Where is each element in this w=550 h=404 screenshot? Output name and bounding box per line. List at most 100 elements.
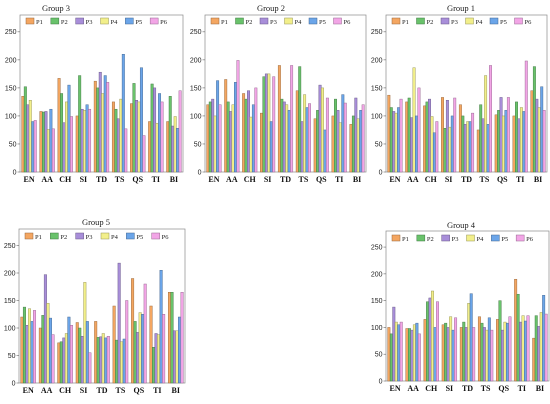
bar-group-5-aa-p6: [51, 334, 55, 384]
bar-group-5-td-p5: [104, 337, 108, 384]
bar-group-4-ti-p6: [526, 315, 530, 382]
x-tick-label-td: TD: [461, 175, 472, 184]
bar-group-1-td-p3: [463, 124, 467, 173]
bar-group-3-ch-p3: [62, 122, 66, 173]
y-tick-label: 200: [371, 57, 383, 64]
bar-group-5-ts-p4: [120, 341, 124, 384]
y-tick-label: 250: [4, 243, 16, 250]
bar-group-5-aa-p5: [48, 317, 52, 384]
bar-group-1-en-p5: [397, 107, 401, 173]
chart-panel-group-2: Group 2 0 50 100 150 200 250 EN AA CH SI TD TS QS TI BI…: [190, 3, 367, 184]
bar-group-2-aa-p1: [224, 79, 228, 173]
x-tick-label-ti: TI: [152, 175, 160, 184]
x-tick-label-en: EN: [23, 175, 34, 184]
bar-group-5-ch-p6: [69, 325, 73, 384]
legend-swatch-p6: [514, 17, 523, 25]
bar-group-3-bi-p2: [168, 96, 172, 173]
bar-group-1-td-p4: [466, 121, 470, 173]
x-tick-label-ti: TI: [153, 386, 161, 395]
legend-swatch-p5: [125, 17, 134, 25]
y-tick-label: 200: [371, 271, 383, 278]
bar-group-2-bi-p3: [354, 97, 358, 173]
bar-group-4-ts-p3: [482, 327, 486, 382]
bar-group-4-td-p1: [459, 327, 463, 382]
x-tick-label-aa: AA: [41, 175, 53, 184]
bar-group-4-ti-p2: [516, 293, 520, 382]
chart-title: Group 5: [82, 217, 110, 227]
legend-swatch-p4: [100, 232, 110, 240]
bar-group-4-si-p6: [454, 317, 458, 382]
legend-label-p5: P5: [136, 234, 143, 241]
bar-group-1-td-p1: [458, 104, 462, 173]
bar-group-1-ch-p3: [428, 98, 431, 173]
bar-group-2-ch-p4: [249, 116, 253, 173]
legend-swatch-p6: [333, 17, 342, 25]
bar-group-3-qs-p2: [132, 83, 136, 173]
bar-group-4-si-p3: [446, 327, 450, 382]
bar-group-3-si-p4: [83, 110, 87, 173]
bar-group-3-qs-p1: [130, 103, 133, 173]
bar-group-1-si-p3: [445, 100, 449, 173]
bar-group-2-bi-p6: [361, 104, 365, 173]
bar-group-3-en-p6: [33, 120, 37, 173]
x-tick-label-bi: BI: [170, 175, 178, 184]
bar-group-5-ts-p6: [125, 300, 129, 384]
bar-group-1-aa-p1: [405, 101, 409, 173]
bar-group-4-ch-p2: [426, 301, 430, 382]
bar-group-5-aa-p2: [41, 315, 45, 384]
bar-group-4-en-p2: [389, 333, 393, 382]
bar-group-3-ch-p1: [57, 78, 61, 173]
y-tick-label: 150: [190, 85, 202, 92]
bar-group-5-ch-p5: [67, 316, 71, 384]
y-tick-label: 50: [375, 141, 383, 148]
legend-label-p6: P6: [162, 234, 170, 241]
y-tick-label: 50: [8, 353, 16, 360]
legend-label-p2: P2: [61, 19, 68, 26]
y-tick-label: 100: [190, 113, 202, 120]
bar-group-5-en-p4: [27, 308, 31, 384]
bar-group-3-bi-p5: [176, 128, 180, 173]
bar-group-1-si-p1: [441, 97, 444, 173]
bar-group-4-bi-p6: [544, 313, 548, 382]
y-tick-label: 250: [371, 244, 383, 251]
bar-group-5-ts-p1: [112, 305, 116, 384]
bar-group-3-en-p2: [23, 86, 27, 173]
bar-group-5-bi-p1: [167, 292, 171, 384]
x-tick-label-en: EN: [389, 384, 400, 393]
x-tick-label-ts: TS: [479, 175, 489, 184]
bar-group-4-ch-p5: [433, 327, 437, 382]
bar-group-1-td-p2: [461, 115, 465, 173]
x-tick-label-bi: BI: [353, 175, 361, 184]
bar-group-2-td-p4: [285, 104, 289, 173]
y-tick-label: 200: [190, 57, 202, 64]
bar-group-1-ch-p1: [423, 105, 427, 173]
bar-group-2-ti-p2: [334, 98, 337, 173]
bar-group-5-ti-p5: [159, 270, 163, 384]
bar-group-4-bi-p1: [532, 337, 536, 382]
bar-group-1-en-p3: [392, 111, 396, 173]
legend-swatch-p6: [149, 17, 159, 25]
bar-group-2-en-p3: [211, 98, 215, 173]
y-tick-label: 250: [190, 29, 202, 36]
bar-group-5-ts-p5: [122, 338, 126, 384]
bar-group-2-ch-p2: [244, 98, 248, 173]
bar-group-4-td-p6: [472, 327, 476, 382]
bar-group-3-en-p3: [26, 104, 30, 173]
bar-group-2-en-p4: [213, 115, 217, 173]
bar-group-4-en-p1: [387, 327, 391, 382]
x-tick-label-td: TD: [96, 175, 107, 184]
x-tick-label-aa: AA: [407, 175, 419, 184]
legend-swatch-p4: [465, 17, 474, 25]
bar-group-2-si-p4: [267, 73, 271, 173]
bar-group-5-ch-p1: [57, 342, 61, 384]
y-tick-label: 0: [13, 169, 17, 176]
legend-label-p4: P4: [476, 19, 484, 26]
legend-swatch-p6: [151, 232, 160, 240]
chart-panel-group-5: Group 5 0 50 100 150 200 250 EN AA CH SI TD TS QS TI BI…: [4, 217, 186, 395]
legend-swatch-p1: [391, 234, 401, 242]
bar-group-2-en-p1: [206, 104, 210, 173]
bar-group-2-ti-p5: [341, 94, 345, 173]
bar-group-2-ts-p2: [298, 66, 302, 173]
legend-label-p5: P5: [319, 19, 326, 26]
bar-group-2-td-p6: [290, 65, 294, 173]
